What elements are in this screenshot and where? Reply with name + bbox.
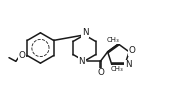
Text: O: O <box>97 68 104 77</box>
Text: N: N <box>78 57 85 66</box>
Text: N: N <box>82 28 88 37</box>
Text: N: N <box>125 60 131 69</box>
Text: O: O <box>129 46 136 55</box>
Text: CH₃: CH₃ <box>111 66 124 72</box>
Text: CH₃: CH₃ <box>106 37 119 43</box>
Text: O: O <box>19 51 26 60</box>
